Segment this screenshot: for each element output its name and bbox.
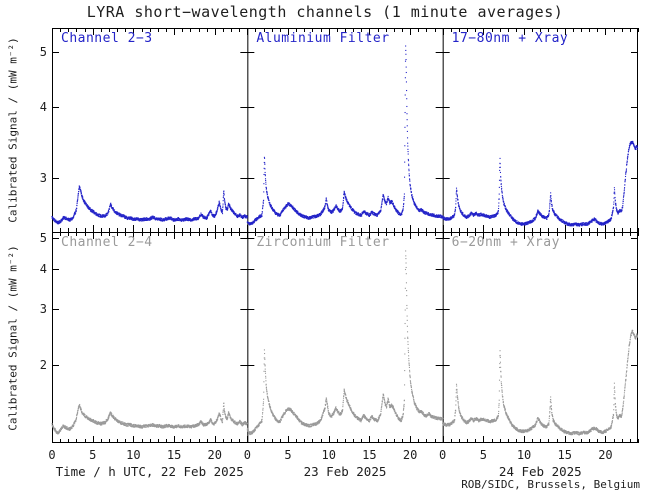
x-axis-label-23-feb: 23 Feb 2025 (303, 464, 387, 479)
x-tick-label: 15 (557, 448, 572, 462)
x-tick-label: 0 (48, 448, 56, 462)
x-tick-label: 15 (362, 448, 377, 462)
x-tick-label: 20 (207, 448, 222, 462)
x-axis-label-22-feb: Time / h UTC, 22 Feb 2025 (55, 464, 244, 479)
x-tick-label: 20 (402, 448, 418, 462)
x-axis-label-24-feb: 24 Feb 2025 (498, 464, 582, 479)
panel-label-channel-2-3: Channel 2−3 (61, 31, 153, 46)
x-tick-label: 0 (243, 448, 251, 462)
y-tick-label: 4 (39, 100, 47, 114)
x-tick-label: 15 (166, 448, 182, 462)
panel-label-aluminium-filter: Aluminium Filter (256, 31, 390, 46)
y-tick-label: 4 (39, 261, 47, 276)
y-tick-label: 2 (39, 358, 47, 373)
x-tick-label: 0 (439, 448, 447, 462)
y-tick-label: 3 (39, 301, 47, 316)
y-tick-label: 5 (39, 230, 47, 245)
credit-text: ROB/SIDC, Brussels, Belgium (461, 478, 640, 491)
panel-label-channel-2-4: Channel 2−4 (61, 235, 153, 250)
x-tick-label: 5 (479, 448, 487, 462)
x-tick-label: 10 (321, 448, 336, 462)
panel-label-zirconium-filter: Zirconium Filter (256, 235, 390, 250)
y-tick-label: 5 (39, 44, 47, 59)
x-tick-label: 10 (126, 448, 141, 462)
panel-label-17-80nm-xray: 17−80nm + Xray (451, 31, 569, 46)
y-axis-label-bottom-row: Calibrated Signal / (mW m⁻²) (6, 244, 20, 431)
panel-label-6-20nm-xray: 6−20nm + Xray (451, 235, 560, 250)
chart-title: LYRA short−wavelength channels (1 minute… (86, 3, 564, 21)
x-tick-label: 10 (516, 448, 532, 462)
y-tick-label: 3 (39, 170, 47, 185)
y-axis-label-top-row: Calibrated Signal / (mW m⁻²) (6, 37, 20, 223)
x-tick-label: 5 (284, 448, 292, 462)
x-tick-label: 20 (598, 448, 613, 462)
x-tick-label: 5 (89, 448, 97, 462)
